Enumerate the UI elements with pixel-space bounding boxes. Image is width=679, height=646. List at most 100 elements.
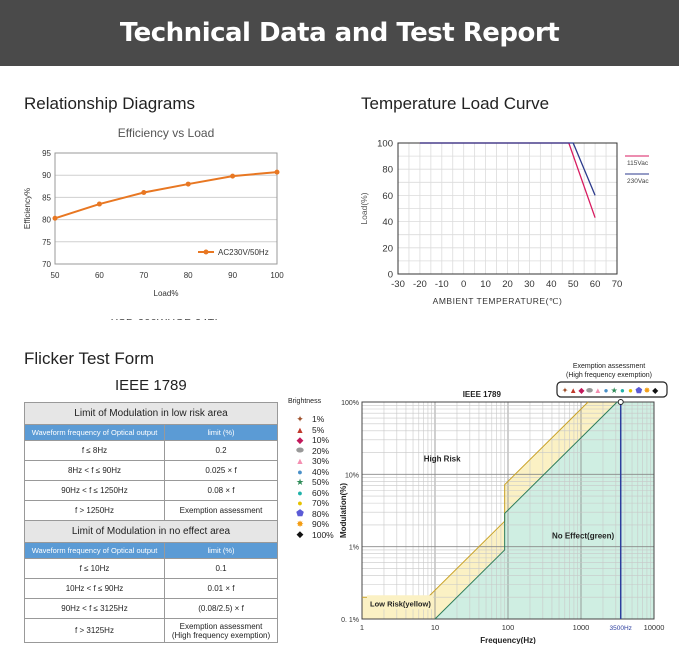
y-tick-label: 100% xyxy=(341,400,359,407)
legend-label: AC230V/50Hz xyxy=(218,248,269,257)
x-axis-label: AMBIENT TEMPERATURE(℃) xyxy=(433,296,563,306)
x-tick-label: 20 xyxy=(502,279,513,290)
y-tick-label: 40 xyxy=(382,217,393,228)
exemption-symbol-icon: ● xyxy=(620,386,625,395)
brightness-label: 80% xyxy=(312,508,330,519)
table-row: f ≤ 8Hz 0.2 xyxy=(24,440,278,461)
data-point xyxy=(274,169,280,175)
y-tick-label: 10% xyxy=(345,472,359,479)
limit-cell: 0.2 xyxy=(164,440,278,461)
brightness-symbol-icon: ● xyxy=(297,498,303,509)
brightness-label: 50% xyxy=(312,477,330,488)
limit-cell: (0.08/2.5) × f xyxy=(164,598,278,619)
exemption-symbol-icon: ◆ xyxy=(578,386,585,395)
exemption-symbol-icon: ★ xyxy=(611,386,618,395)
exemption-symbol-icon: ✸ xyxy=(644,386,651,395)
brightness-symbol-icon: ✸ xyxy=(296,518,304,529)
x-tick-label: 100 xyxy=(502,623,515,632)
x-tick-label: 70 xyxy=(612,279,623,290)
x-tick-label: 30 xyxy=(524,279,535,290)
exemption-symbol-icon: ▲ xyxy=(569,386,577,395)
limit-line-2: (High frequency exemption) xyxy=(171,630,271,640)
x-tick-label: 10000 xyxy=(644,623,665,632)
exemption-subtitle: (High frequency exemption) xyxy=(566,372,652,379)
data-point xyxy=(230,173,236,179)
brightness-item: ✦ 1% xyxy=(288,414,336,425)
limit-cell: 0.1 xyxy=(164,558,278,579)
freq-cell: f > 3125Hz xyxy=(24,618,165,643)
limit-cell: Exemption assessment xyxy=(164,500,278,521)
chart-title: IEEE 1789 xyxy=(463,390,502,399)
x-tick-label: 10 xyxy=(431,623,439,632)
temperature-chart: 0 20 40 60 80 100 -30 -20 -10 0 10 20 30 40 50 60 70 AMBI… xyxy=(359,139,649,307)
no-effect-title: Limit of Modulation in no effect area xyxy=(24,520,278,543)
banner-title: Technical Data and Test Report xyxy=(119,18,560,48)
exemption-box xyxy=(556,381,668,398)
plot-frame xyxy=(54,152,278,265)
data-point xyxy=(141,190,147,196)
low-risk-label-bg xyxy=(367,595,433,610)
brightness-symbol-icon: ⬟ xyxy=(296,508,304,519)
region-label-no-effect: No Effect(green) xyxy=(552,531,615,540)
brightness-label: 5% xyxy=(312,424,325,435)
marker-dot xyxy=(617,399,624,405)
no-effect-limit-line xyxy=(434,401,618,620)
exemption-symbol-icon: ⬟ xyxy=(635,386,642,395)
brightness-item: ◆ 100% xyxy=(288,529,336,541)
legend-label: 230Vac xyxy=(627,178,649,185)
brightness-symbol-icon: ⬬ xyxy=(296,445,304,456)
brightness-label: 40% xyxy=(312,466,330,477)
brightness-label: 70% xyxy=(312,498,330,509)
data-point xyxy=(52,215,58,221)
x-tick-label: -10 xyxy=(435,279,449,290)
y-tick-label: 60 xyxy=(382,191,393,202)
y-tick-label: 0 xyxy=(388,270,393,281)
region-label-high-risk: High Risk xyxy=(424,455,461,464)
legend-marker xyxy=(203,249,209,255)
y-tick-label: 90 xyxy=(42,171,51,180)
exemption-symbol-icon: ● xyxy=(628,386,633,395)
brightness-item: ⬟ 80% xyxy=(288,508,336,520)
x-tick-label: 50 xyxy=(51,271,60,280)
brightness-symbol-icon: ● xyxy=(297,487,303,498)
brightness-item: ● 60% xyxy=(288,488,336,499)
brightness-legend: Brightness ✦ 1% ▲ 5% ◆ 10% ⬬ 20% ▲ 30% ● 40% ★ 50% ● 60… xyxy=(288,398,336,540)
x-axis-label: Frequency(Hz) xyxy=(480,636,536,644)
brightness-label: 1% xyxy=(312,414,325,425)
brightness-item: ● 40% xyxy=(288,467,336,478)
brightness-label: 90% xyxy=(312,519,330,530)
data-point xyxy=(185,181,191,187)
brightness-symbol-icon: ▲ xyxy=(295,424,305,435)
limit-cell: 0.08 × f xyxy=(164,480,278,501)
exemption-symbol-icon: ◆ xyxy=(652,386,659,395)
brightness-item: ▲ 30% xyxy=(288,456,336,467)
brightness-symbol-icon: ▲ xyxy=(295,456,305,467)
x-tick-label: 40 xyxy=(546,279,557,290)
brightness-item: ● 70% xyxy=(288,498,336,509)
plot-frame xyxy=(361,401,655,620)
brightness-item: ★ 50% xyxy=(288,477,336,488)
brightness-symbol-icon: ◆ xyxy=(296,529,304,540)
freq-cell: 8Hz < f ≤ 90Hz xyxy=(24,460,165,481)
freq-cell: f ≤ 10Hz xyxy=(24,558,165,579)
table-row: 10Hz < f ≤ 90Hz 0.01 × f xyxy=(24,578,278,599)
y-tick-label: 85 xyxy=(42,193,51,202)
legend-label: 115Vac xyxy=(627,160,649,167)
brightness-symbol-icon: ● xyxy=(297,466,303,477)
x-tick-label: -20 xyxy=(413,279,427,290)
banner: Technical Data and Test Report xyxy=(0,0,679,66)
section-title-temperature: Temperature Load Curve xyxy=(361,94,550,113)
y-tick-label: 80 xyxy=(42,216,51,225)
freq-cell: 90Hz < f ≤ 1250Hz xyxy=(24,480,165,501)
low-risk-title: Limit of Modulation in low risk area xyxy=(24,402,278,425)
brightness-label: 20% xyxy=(312,445,330,456)
freq-cell: f ≤ 8Hz xyxy=(24,440,165,461)
ieee-flicker-chart: 1 10 100 1000 3500Hz 10000 0. 1% 1% 10% 100% Frequ… xyxy=(339,363,668,644)
table-row: 90Hz < f ≤ 1250Hz 0.08 × f xyxy=(24,480,278,501)
brightness-item: ⬬ 20% xyxy=(288,445,336,457)
freq-cell: 10Hz < f ≤ 90Hz xyxy=(24,578,165,599)
y-axis-label: Efficiency% xyxy=(23,188,32,229)
brightness-label: 10% xyxy=(312,435,330,446)
brightness-item: ◆ 10% xyxy=(288,435,336,446)
x-tick-label: 60 xyxy=(95,271,104,280)
